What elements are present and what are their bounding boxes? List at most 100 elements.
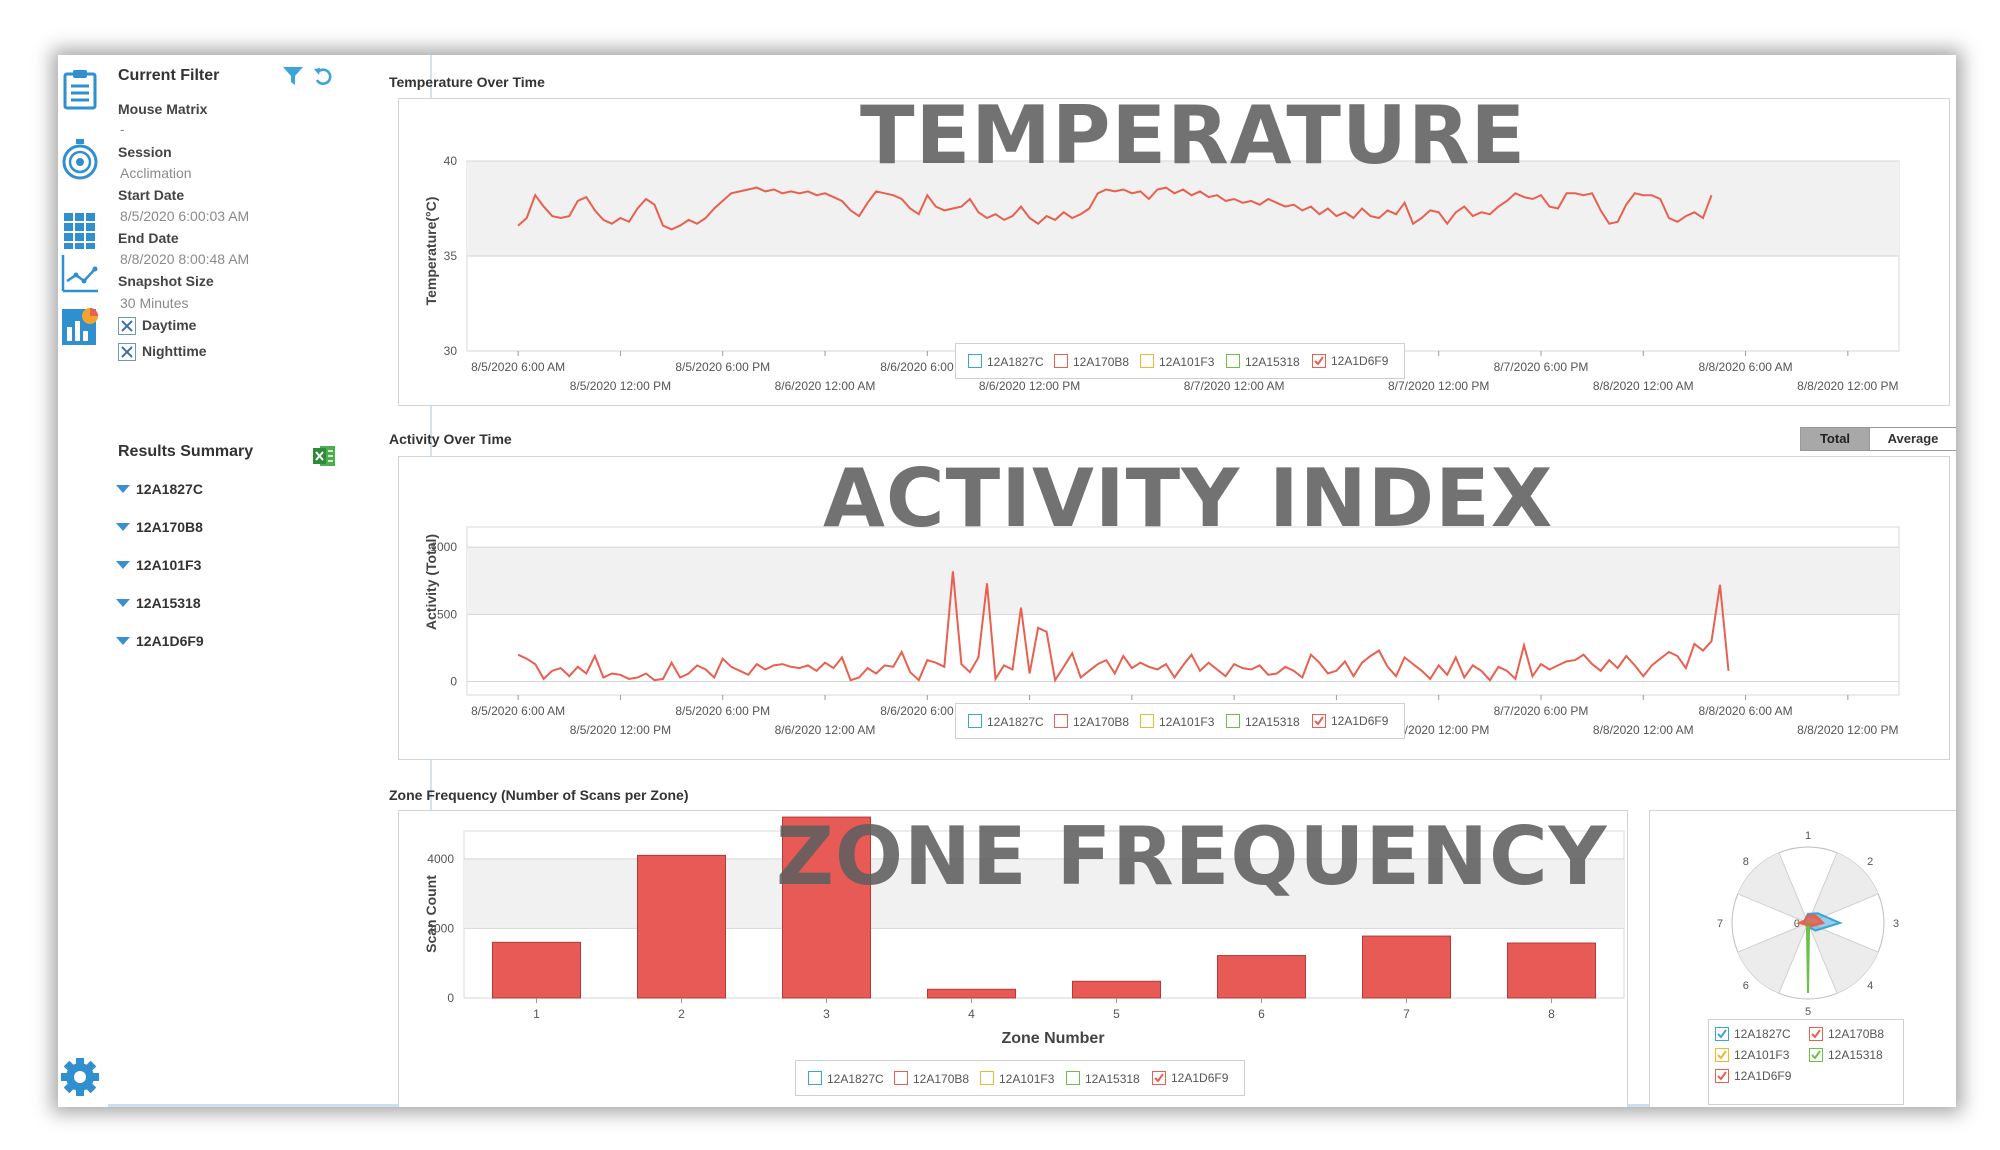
legend-item[interactable]: 12A15318 [1066, 1071, 1140, 1086]
x-tick-label: 2 [678, 1007, 685, 1021]
expand-triangle-icon[interactable] [116, 561, 130, 569]
x-tick-label: 8/8/2020 12:00 AM [1593, 723, 1694, 737]
radar-axis-label: 3 [1893, 918, 1899, 930]
legend-item[interactable]: 12A170B8 [1054, 714, 1129, 729]
zone-radar-chart: 1 2 3 4 5 6 7 8 0 [1717, 830, 1899, 1018]
zone-bar-4 [927, 988, 1016, 999]
x-tick-label: 6 [1258, 1007, 1265, 1021]
nighttime-label: Nighttime [142, 343, 207, 359]
legend-checkbox[interactable] [1152, 1071, 1166, 1085]
total-toggle-button[interactable]: Total [1800, 427, 1870, 451]
series-line-12A1D6F9 [517, 571, 1730, 683]
x-tick-label: 8/8/2020 6:00 AM [1699, 360, 1793, 374]
x-tick-label: 1 [533, 1007, 540, 1021]
zone-section-title: Zone Frequency (Number of Scans per Zone… [389, 787, 689, 803]
x-tick-label: 4 [968, 1007, 975, 1021]
legend-item[interactable]: 12A1827C [808, 1071, 884, 1086]
radar-legend-checkbox[interactable] [1715, 1027, 1729, 1041]
grid-band [467, 547, 1899, 615]
radar-legend-item[interactable]: 12A1D6F9 [1715, 1069, 1791, 1083]
daytime-label: Daytime [142, 317, 197, 333]
legend-item[interactable]: 12A15318 [1226, 714, 1300, 729]
radar-legend-item[interactable]: 12A101F3 [1715, 1048, 1789, 1062]
legend-item[interactable]: 12A15318 [1226, 354, 1300, 369]
reset-icon[interactable] [312, 65, 334, 92]
legend-checkbox[interactable] [980, 1071, 994, 1085]
x-tick-label: 8/6/2020 6:00 AM [880, 360, 974, 374]
y-tick-label: 4000 [427, 852, 454, 866]
result-item[interactable]: 12A1827C [116, 481, 203, 497]
radar-legend-checkbox[interactable] [1715, 1048, 1729, 1062]
legend-checkbox[interactable] [968, 714, 982, 728]
radar-legend-checkbox[interactable] [1715, 1069, 1729, 1083]
zone-bar-5 [1072, 980, 1161, 999]
legend-checkbox[interactable] [1226, 354, 1240, 368]
report-chart-icon[interactable] [60, 305, 100, 349]
legend-checkbox[interactable] [1226, 714, 1240, 728]
legend-item[interactable]: 12A101F3 [1140, 714, 1214, 729]
legend-item[interactable]: 12A101F3 [1140, 354, 1214, 369]
legend-item[interactable]: 12A1827C [968, 354, 1044, 369]
expand-triangle-icon[interactable] [116, 523, 130, 531]
zone-overlay-text: ZONE FREQUENCY [776, 810, 1608, 903]
expand-triangle-icon[interactable] [116, 485, 130, 493]
legend-checkbox[interactable] [1066, 1071, 1080, 1085]
x-tick-label: 8/7/2020 6:00 PM [1494, 360, 1589, 374]
legend-checkbox[interactable] [894, 1071, 908, 1085]
radar-legend-item[interactable]: 12A170B8 [1809, 1027, 1884, 1041]
stopwatch-icon[interactable] [60, 137, 100, 181]
legend-item[interactable]: 12A170B8 [1054, 354, 1129, 369]
result-item[interactable]: 12A15318 [116, 595, 201, 611]
settings-icon[interactable] [60, 1055, 100, 1099]
radar-spoke [1807, 852, 1838, 924]
legend-checkbox[interactable] [1140, 714, 1154, 728]
grid-icon[interactable] [60, 207, 100, 251]
x-tick-label: 8/6/2020 12:00 PM [979, 379, 1080, 393]
daytime-checkbox[interactable] [118, 317, 136, 335]
radar-spoke [1737, 922, 1809, 953]
legend-checkbox[interactable] [808, 1071, 822, 1085]
radar-legend-item[interactable]: 12A1827C [1715, 1027, 1791, 1041]
radar-spoke [1737, 893, 1809, 924]
x-tick-label: 8/8/2020 12:00 PM [1797, 723, 1898, 737]
x-tick-label: 8/7/2020 6:00 PM [1494, 704, 1589, 718]
radar-legend-item[interactable]: 12A15318 [1809, 1048, 1883, 1062]
radar-sector [1737, 923, 1808, 994]
result-item[interactable]: 12A101F3 [116, 557, 201, 573]
line-chart-icon[interactable] [60, 251, 100, 295]
legend-item[interactable]: 12A1D6F9 [1312, 354, 1388, 368]
radar-legend-checkbox[interactable] [1809, 1027, 1823, 1041]
x-tick-label: 8/8/2020 6:00 AM [1699, 704, 1793, 718]
nighttime-checkbox[interactable] [118, 343, 136, 361]
legend-item[interactable]: 12A170B8 [894, 1071, 969, 1086]
grid-band [467, 161, 1899, 256]
filter-icon[interactable] [282, 65, 304, 92]
expand-triangle-icon[interactable] [116, 599, 130, 607]
radar-legend-checkbox[interactable] [1809, 1048, 1823, 1062]
average-toggle-button[interactable]: Average [1869, 427, 1956, 451]
clipboard-icon[interactable] [60, 67, 100, 111]
legend-checkbox[interactable] [1312, 354, 1326, 368]
expand-triangle-icon[interactable] [116, 637, 130, 645]
y-tick-label: 30 [444, 344, 458, 358]
radar-axis-label: 4 [1867, 980, 1873, 992]
end-date-label: End Date [118, 230, 179, 246]
y-tick-label: 1000 [430, 540, 457, 554]
legend-checkbox[interactable] [1312, 714, 1326, 728]
activity-legend: 12A1827C 12A170B8 12A101F3 12A15318 12A1… [955, 703, 1405, 739]
zone-x-axis-label: Zone Number [1001, 1030, 1104, 1047]
radar-spoke [1778, 922, 1809, 994]
temperature-overlay-text: TEMPERATURE [860, 89, 1527, 182]
legend-checkbox[interactable] [968, 354, 982, 368]
result-item[interactable]: 12A1D6F9 [116, 633, 204, 649]
legend-item[interactable]: 12A101F3 [980, 1071, 1054, 1086]
legend-item[interactable]: 12A1827C [968, 714, 1044, 729]
legend-checkbox[interactable] [1054, 354, 1068, 368]
legend-item[interactable]: 12A1D6F9 [1312, 714, 1388, 728]
x-tick-label: 7 [1403, 1007, 1410, 1021]
result-item[interactable]: 12A170B8 [116, 519, 203, 535]
legend-item[interactable]: 12A1D6F9 [1152, 1071, 1228, 1085]
legend-checkbox[interactable] [1054, 714, 1068, 728]
excel-icon[interactable] [312, 445, 336, 472]
legend-checkbox[interactable] [1140, 354, 1154, 368]
